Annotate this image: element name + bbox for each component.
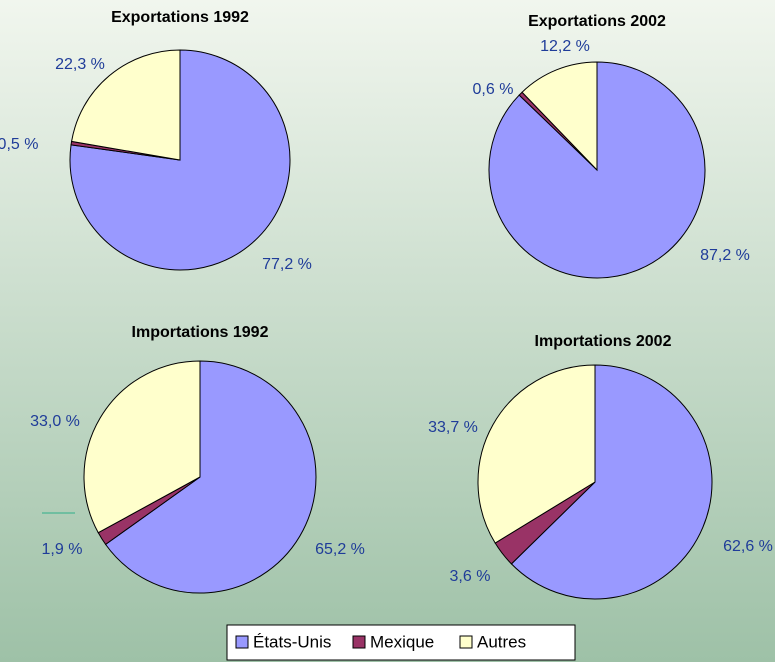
chart-title: Exportations 2002 — [528, 13, 666, 30]
chart-title: Exportations 1992 — [111, 9, 249, 26]
legend-swatch — [459, 635, 473, 649]
pie-slice — [521, 61, 598, 172]
pie-slice — [510, 364, 713, 600]
pie-slice — [83, 360, 201, 534]
data-label: 12,2 % — [540, 38, 590, 55]
data-label: 77,2 % — [262, 256, 312, 273]
data-label: 62,6 % — [723, 538, 773, 555]
pie-slice — [104, 360, 317, 594]
pie-slice — [477, 364, 596, 544]
legend-swatch — [235, 635, 249, 649]
legend-label: Autres — [477, 632, 526, 651]
data-label: 33,0 % — [30, 413, 80, 430]
data-label: 22,3 % — [55, 56, 105, 73]
data-label: 1,9 % — [42, 541, 83, 558]
data-label: 65,2 % — [315, 541, 365, 558]
data-label: 33,7 % — [428, 419, 478, 436]
legend — [226, 624, 576, 661]
legend-swatch — [352, 635, 366, 649]
data-label: 87,2 % — [700, 247, 750, 264]
pie-slice — [71, 49, 181, 161]
chart-title: Importations 2002 — [535, 333, 672, 350]
data-label: 0,6 % — [473, 81, 514, 98]
data-label: 0,5 % — [0, 136, 38, 153]
legend-label: États-Unis — [253, 632, 331, 651]
data-label: 3,6 % — [450, 568, 491, 585]
chart-title: Importations 1992 — [132, 324, 269, 341]
legend-label: Mexique — [370, 632, 434, 651]
